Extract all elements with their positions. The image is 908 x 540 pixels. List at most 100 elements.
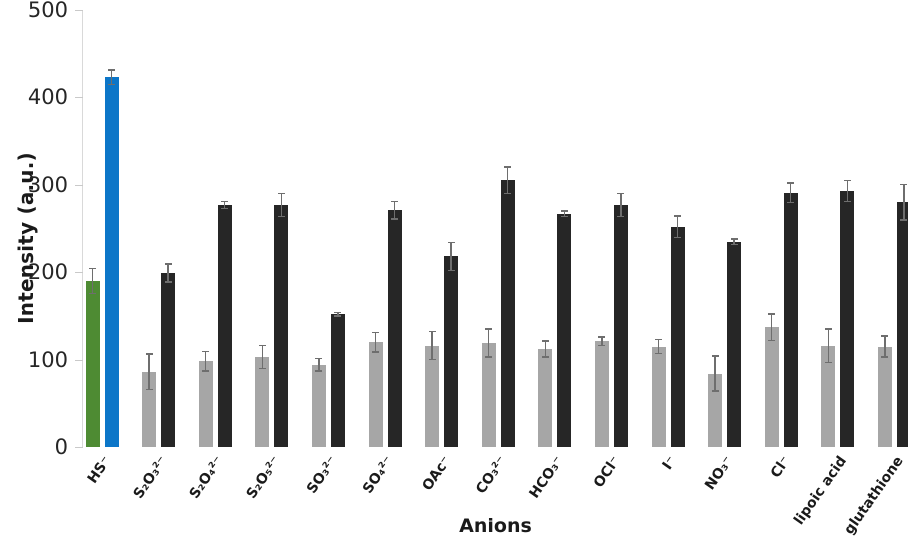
error-bar-cap [900, 183, 908, 186]
bar-bar-right-4 [274, 204, 289, 447]
error-bar-cap [824, 328, 832, 330]
bar-bar-right-2 [161, 273, 176, 447]
x-tick-label: S₂O₄²⁻ [186, 453, 228, 502]
error-bar-whisker [374, 331, 377, 353]
error-bar [428, 330, 436, 361]
error-bar [843, 179, 851, 203]
error-bar-cap [258, 344, 266, 347]
error-bar-whisker [733, 238, 735, 246]
error-bar-whisker [280, 192, 283, 218]
error-bar [277, 192, 285, 218]
error-bar-cap [428, 330, 436, 333]
error-bar-whisker [846, 179, 849, 203]
error-bar-cap [730, 243, 738, 246]
error-bar [768, 313, 776, 342]
error-bar-cap [334, 311, 342, 314]
error-bar-cap [202, 350, 210, 353]
error-bar-whisker [789, 182, 792, 204]
error-bar [164, 263, 172, 283]
error-bar [655, 338, 662, 355]
error-bar-whisker [827, 328, 830, 364]
error-bar-cap [843, 179, 851, 182]
plot-area [83, 10, 908, 447]
error-bar-whisker [223, 200, 226, 210]
error-bar [598, 336, 606, 347]
y-tick-mark [75, 97, 83, 99]
error-bar [108, 69, 115, 86]
bar-bar-right-13 [783, 192, 798, 447]
error-bar [334, 311, 342, 317]
error-bar-cap [108, 83, 115, 86]
error-bar-whisker [601, 336, 603, 347]
error-bar-whisker [563, 210, 566, 218]
bar-bar-left-14 [821, 345, 836, 447]
error-bar-cap [598, 336, 606, 338]
error-bar [145, 353, 153, 391]
x-axis-title: Anions [459, 515, 532, 537]
error-bar [391, 200, 398, 220]
error-bar [674, 215, 681, 239]
error-bar-cap [428, 358, 436, 361]
error-bar-whisker [204, 350, 207, 372]
error-bar-cap [730, 238, 738, 240]
bar-bar-left-8 [481, 343, 496, 447]
y-tick-mark [75, 359, 83, 361]
bar-bar-left-12 [708, 373, 723, 447]
error-bar-cap [900, 219, 908, 221]
x-tick-label: HCO₃⁻ [526, 453, 568, 502]
error-bar-whisker [148, 353, 150, 391]
x-tick-label: S₂O₃²⁻ [130, 453, 171, 502]
error-bar [541, 340, 549, 358]
x-tick-label: Cl⁻ [767, 453, 794, 482]
y-tick-label: 300 [27, 172, 68, 197]
x-tick-label: HS⁻ [84, 453, 115, 487]
y-axis-line [82, 10, 83, 447]
error-bar-cap [277, 215, 285, 218]
error-bar-cap [315, 370, 323, 372]
error-bar-cap [164, 263, 172, 265]
error-bar-whisker [770, 313, 773, 342]
error-bar-cap [617, 192, 625, 195]
error-bar-cap [711, 390, 719, 392]
error-bar-cap [504, 192, 512, 195]
x-tick-label: SO₃²⁻ [303, 453, 341, 497]
error-bar-cap [787, 201, 795, 204]
error-bar-cap [711, 355, 719, 357]
error-bar [787, 182, 795, 204]
x-tick-label: I⁻ [659, 453, 681, 473]
error-bar-cap [560, 210, 568, 212]
error-bar-cap [145, 353, 153, 355]
error-bar-whisker [261, 344, 264, 370]
error-bar [202, 350, 210, 372]
error-bar-cap [221, 207, 229, 210]
error-bar-cap [655, 338, 662, 341]
error-bar-cap [108, 69, 115, 71]
bar-bar-right-8 [500, 180, 515, 447]
error-bar-whisker [714, 355, 716, 392]
error-bar [711, 355, 719, 392]
y-tick-label: 0 [54, 435, 68, 459]
error-bar-cap [674, 236, 681, 239]
error-bar-whisker [337, 311, 339, 317]
bar-bar-right-7 [444, 256, 459, 447]
error-bar [900, 183, 908, 221]
y-tick-label: 200 [27, 260, 68, 285]
bar-bar-left-11 [651, 346, 666, 447]
error-bar [89, 267, 96, 295]
error-bar [315, 357, 323, 372]
bar-bar-right-14 [840, 190, 855, 447]
error-bar-cap [674, 215, 681, 217]
y-tick-mark [75, 272, 83, 274]
error-bar [485, 328, 493, 358]
bar-bar-right-10 [613, 204, 628, 447]
bar-bar-left-5 [311, 364, 326, 447]
y-tick-mark [75, 10, 83, 11]
error-bar-cap [89, 292, 96, 295]
error-bar [560, 210, 568, 218]
error-bar-cap [315, 357, 323, 360]
error-bar [504, 166, 512, 195]
error-bar [258, 344, 266, 370]
error-bar-whisker [487, 328, 490, 358]
error-bar-cap [598, 344, 606, 347]
error-bar-cap [843, 200, 851, 203]
